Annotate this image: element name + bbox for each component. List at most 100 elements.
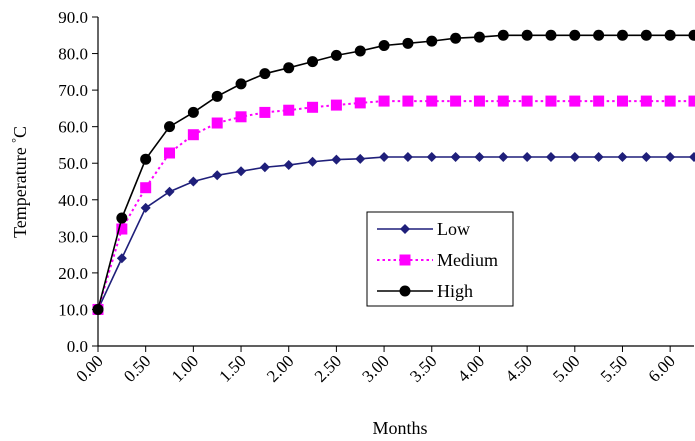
data-point-medium — [473, 95, 485, 107]
x-tick-label: 1.00 — [168, 351, 202, 385]
data-point-high — [330, 49, 342, 61]
data-point-medium — [378, 95, 390, 107]
data-point-low — [689, 152, 695, 163]
data-point-high — [688, 29, 695, 41]
data-point-low — [188, 176, 199, 187]
data-point-high — [187, 106, 199, 118]
data-point-medium — [664, 95, 676, 107]
data-point-low — [379, 152, 390, 163]
data-point-high — [640, 29, 652, 41]
data-point-high — [545, 29, 557, 41]
data-point-high — [450, 32, 462, 44]
data-point-medium — [426, 95, 438, 107]
y-axis-ticks: 0.0 10.0 20.0 30.0 40.0 50.0 60.0 70.0 80.0 90.0 — [58, 8, 98, 356]
data-point-low — [450, 152, 461, 163]
data-point-high — [283, 62, 295, 74]
legend-marker-medium — [399, 254, 411, 266]
data-point-low — [331, 154, 342, 165]
series-low — [93, 152, 695, 315]
y-tick-label: 0.0 — [67, 337, 88, 356]
data-point-low — [522, 152, 533, 163]
series-high — [92, 29, 695, 315]
data-point-low — [569, 152, 580, 163]
data-point-medium — [569, 95, 581, 107]
x-tick-label: 2.50 — [311, 351, 345, 385]
series-medium — [92, 95, 695, 315]
x-tick-label: 4.50 — [501, 351, 535, 385]
x-axis-ticks: 0.00 0.50 1.00 1.50 2.00 2.50 3.00 3.50 4.00 4.50… — [72, 346, 679, 386]
legend-marker-low — [400, 224, 410, 234]
data-point-high — [593, 29, 605, 41]
x-tick-label: 5.50 — [597, 351, 631, 385]
data-point-high — [402, 37, 414, 49]
data-point-low — [426, 152, 437, 163]
y-tick-label: 40.0 — [58, 191, 88, 210]
x-tick-label: 6.00 — [645, 351, 679, 385]
data-point-low — [116, 253, 127, 264]
data-point-medium — [402, 95, 414, 107]
data-point-medium — [354, 97, 366, 109]
legend-marker-high — [399, 285, 411, 297]
data-point-medium — [307, 101, 319, 113]
x-tick-label: 3.00 — [358, 351, 392, 385]
y-tick-label: 90.0 — [58, 8, 88, 27]
data-point-low — [164, 186, 175, 197]
y-tick-label: 20.0 — [58, 264, 88, 283]
data-point-high — [92, 303, 104, 315]
data-point-medium — [116, 223, 128, 235]
data-point-medium — [545, 95, 557, 107]
y-axis-title-degree: ° — [9, 138, 23, 143]
data-point-high — [473, 31, 485, 43]
data-point-low — [474, 152, 485, 163]
data-point-low — [402, 152, 413, 163]
data-point-medium — [688, 95, 695, 107]
data-point-low — [617, 152, 628, 163]
data-point-medium — [283, 104, 295, 116]
data-point-high — [521, 29, 533, 41]
data-point-medium — [521, 95, 533, 107]
data-point-low — [355, 153, 366, 164]
data-point-low — [593, 152, 604, 163]
data-point-high — [664, 29, 676, 41]
x-tick-label: 0.50 — [120, 351, 154, 385]
data-point-medium — [235, 111, 247, 123]
data-point-high — [378, 40, 390, 52]
plot-area — [92, 29, 695, 315]
data-point-high — [140, 153, 152, 165]
data-point-medium — [593, 95, 605, 107]
data-point-high — [164, 121, 176, 133]
data-point-high — [259, 68, 271, 80]
y-axis-title-unit: °C — [9, 126, 30, 147]
y-tick-label: 10.0 — [58, 300, 88, 319]
data-point-low — [641, 152, 652, 163]
data-point-medium — [187, 129, 199, 141]
data-point-low — [140, 202, 151, 213]
x-tick-label: 5.00 — [549, 351, 583, 385]
x-tick-label: 0.00 — [72, 351, 106, 385]
data-point-high — [616, 29, 628, 41]
x-tick-label: 1.50 — [215, 351, 249, 385]
data-point-medium — [497, 95, 509, 107]
y-tick-label: 80.0 — [58, 45, 88, 64]
data-point-high — [569, 29, 581, 41]
x-tick-label: 4.00 — [454, 351, 488, 385]
x-tick-label: 2.00 — [263, 351, 297, 385]
data-point-low — [259, 162, 270, 173]
y-axis-title: Temperature °C — [9, 126, 30, 238]
data-point-high — [307, 56, 319, 68]
x-axis-title: Months — [372, 418, 427, 438]
x-tick-label: 3.50 — [406, 351, 440, 385]
y-tick-label: 30.0 — [58, 227, 88, 246]
legend-label-low: Low — [437, 219, 470, 239]
data-point-high — [235, 78, 247, 90]
data-point-high — [211, 90, 223, 102]
y-tick-label: 70.0 — [58, 81, 88, 100]
data-point-low — [212, 170, 223, 181]
data-point-high — [354, 45, 366, 57]
data-point-medium — [259, 106, 271, 118]
y-tick-label: 60.0 — [58, 118, 88, 137]
legend-label-medium: Medium — [437, 250, 498, 270]
data-point-high — [116, 212, 128, 224]
data-point-low — [498, 152, 509, 163]
